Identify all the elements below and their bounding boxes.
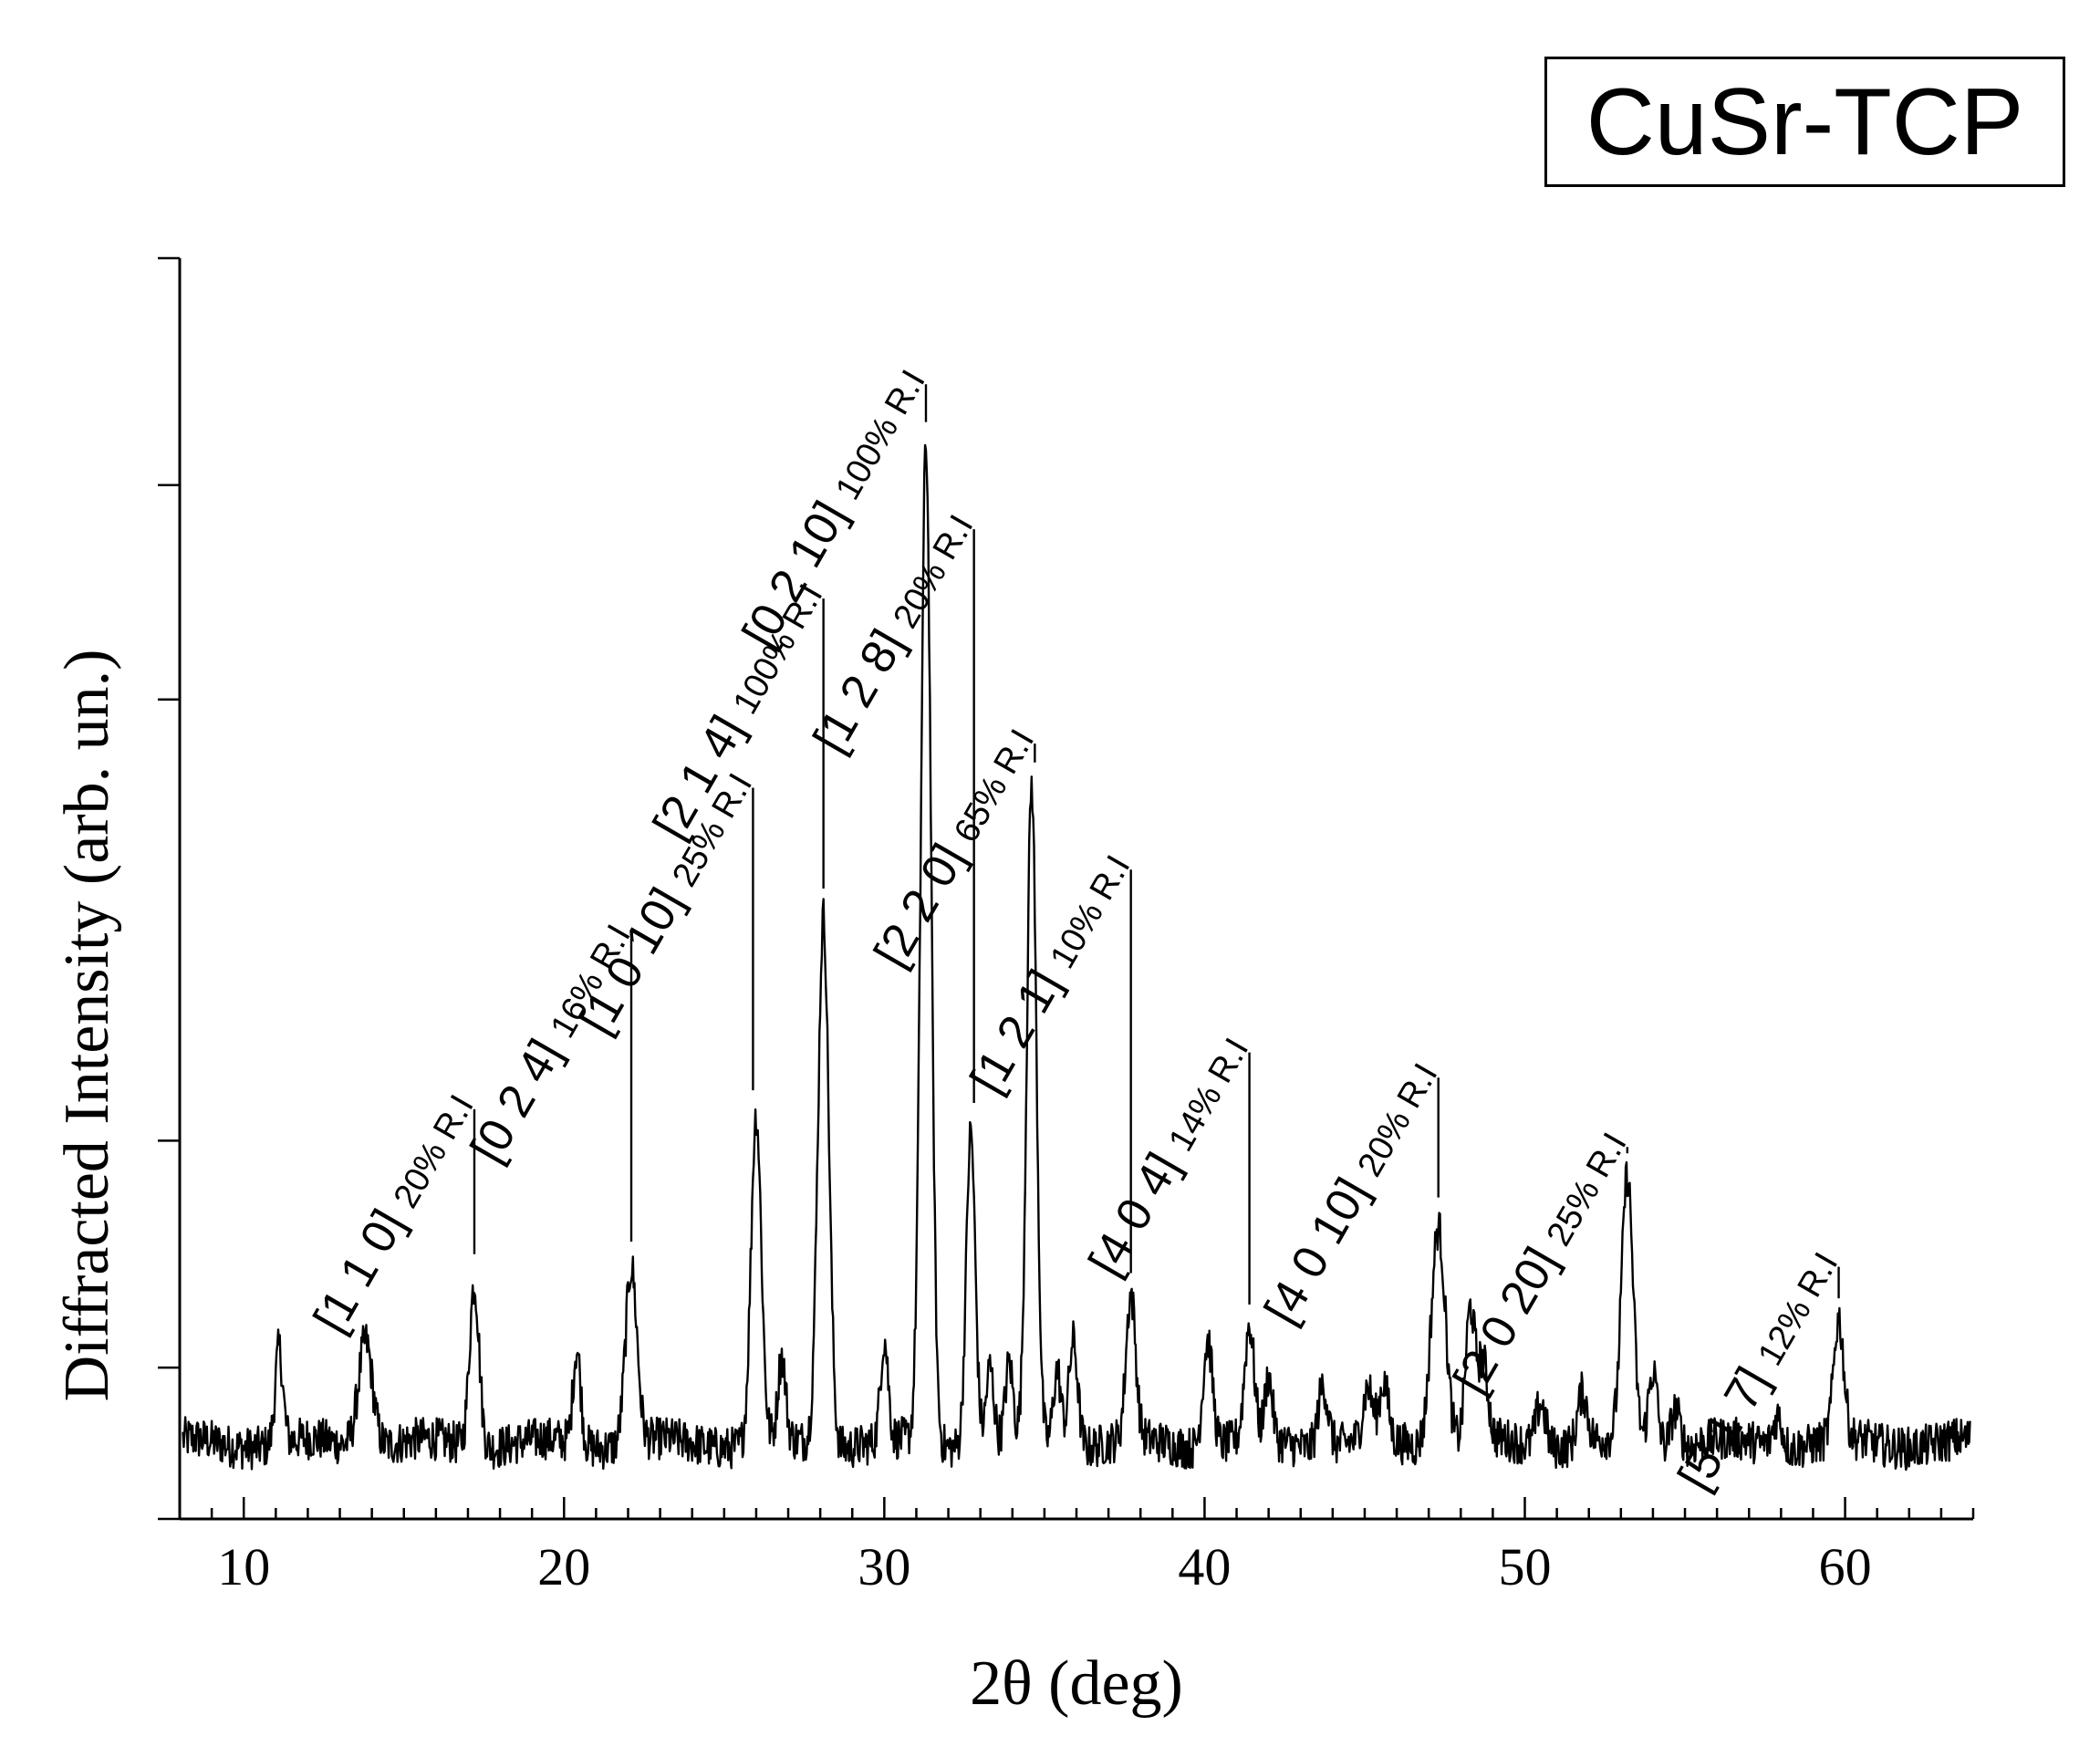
x-tick-label: 60 xyxy=(1819,1537,1872,1596)
relative-intensity: 20% R.I xyxy=(1351,1057,1446,1183)
relative-intensity: 20% R.I xyxy=(886,509,981,635)
peak-label: [1 2 1] 10% R.I xyxy=(961,843,1140,1102)
peak-annotations: [1 1 0] 20% R.I[0 2 4] 16% R.I[1 0 10] 2… xyxy=(304,364,1845,1500)
miller-index: [2 0 20] xyxy=(1443,1227,1575,1402)
relative-intensity: 12% R.I xyxy=(1751,1246,1845,1372)
peak-label-text: [4 0 10] 20% R.I xyxy=(1254,1051,1448,1333)
peak-label-text: [2 2 0] 65% R.I xyxy=(864,717,1044,976)
relative-intensity: 25% R.I xyxy=(1540,1127,1635,1253)
peak-label-text: [1 2 1] 10% R.I xyxy=(961,843,1140,1102)
miller-index: [1 2 8] xyxy=(804,609,922,762)
relative-intensity: 10% R.I xyxy=(1044,849,1138,975)
x-axis-label: 2θ (deg) xyxy=(970,1648,1183,1719)
peak-label: [4 0 10] 20% R.I xyxy=(1254,1051,1448,1333)
miller-index: [0 2 4] xyxy=(461,1019,579,1171)
x-tick-label: 50 xyxy=(1499,1537,1552,1596)
relative-intensity: 65% R.I xyxy=(947,723,1042,849)
x-tick-label: 40 xyxy=(1178,1537,1231,1596)
peak-label-text: [4 0 4] 14% R.I xyxy=(1079,1026,1259,1285)
chart-axes xyxy=(178,258,1973,1521)
y-axis-label: Diffracted Intensity (arb. un.) xyxy=(52,650,122,1402)
miller-index: [5 1 7] xyxy=(1669,1347,1787,1500)
legend-title: CuSr-TCP xyxy=(1585,68,2024,175)
relative-intensity: 100% R.I xyxy=(828,364,933,506)
x-tick-label: 30 xyxy=(858,1537,910,1596)
relative-intensity: 14% R.I xyxy=(1161,1032,1256,1158)
miller-index: [4 0 4] xyxy=(1079,1133,1198,1285)
peak-label-text: [1 1 0] 20% R.I xyxy=(304,1083,483,1342)
chart-ticks: 10 20 30 40 50 60 xyxy=(158,256,1975,1596)
peak-label: [4 0 4] 14% R.I xyxy=(1079,1026,1259,1285)
x-tick-label: 10 xyxy=(217,1537,270,1596)
relative-intensity: 20% R.I xyxy=(387,1088,482,1214)
peak-label: [2 2 0] 65% R.I xyxy=(864,717,1044,976)
peak-label: [2 0 20] 25% R.I xyxy=(1443,1120,1637,1402)
diffraction-pattern-line xyxy=(182,443,1971,1471)
peak-label: [1 1 0] 20% R.I xyxy=(304,1083,483,1342)
miller-index: [1 1 0] xyxy=(304,1190,422,1342)
miller-index: [2 2 0] xyxy=(864,824,982,976)
chart-legend: CuSr-TCP xyxy=(1544,57,2065,187)
peak-label-text: [2 0 20] 25% R.I xyxy=(1443,1120,1637,1402)
x-tick-label: 20 xyxy=(537,1537,590,1596)
miller-index: [4 0 10] xyxy=(1254,1158,1386,1333)
miller-index: [1 2 1] xyxy=(961,950,1079,1102)
